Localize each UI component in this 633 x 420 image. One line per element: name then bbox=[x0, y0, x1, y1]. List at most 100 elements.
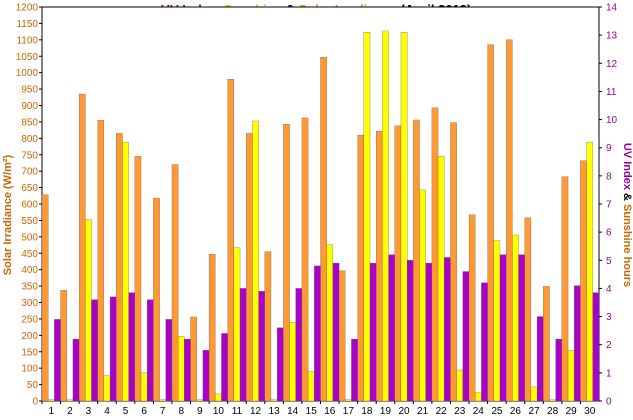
y-left-tick-label: 1050 bbox=[16, 52, 39, 63]
bar-sunshine bbox=[196, 399, 204, 402]
x-tick-label: 8 bbox=[178, 406, 184, 417]
y-axis-right-label: UV Index & Sunshine hours bbox=[621, 143, 633, 287]
bar-uv-index bbox=[425, 262, 433, 402]
bar-irradiance bbox=[506, 39, 513, 402]
bar-sunshine bbox=[159, 399, 166, 402]
y-left-tick-label: 700 bbox=[21, 167, 38, 178]
x-tick-label: 18 bbox=[361, 406, 373, 417]
bar-irradiance bbox=[413, 119, 420, 402]
x-tick-label: 27 bbox=[528, 406, 540, 417]
bar-sunshine bbox=[567, 350, 575, 402]
y-right-tick-label: 6 bbox=[606, 228, 612, 239]
y-right-tick-label: 13 bbox=[606, 31, 618, 42]
bar-sunshine bbox=[530, 386, 538, 402]
y-left-tick-label: 1000 bbox=[16, 68, 39, 79]
y-right-tick-label: 4 bbox=[606, 284, 612, 295]
x-tick-label: 20 bbox=[398, 406, 410, 417]
bar-irradiance bbox=[60, 290, 67, 402]
bar-uv-index bbox=[536, 316, 544, 402]
x-tick-label: 22 bbox=[436, 406, 448, 417]
bar-irradiance bbox=[153, 197, 160, 402]
y-left-tick-label: 950 bbox=[21, 85, 38, 96]
bar-sunshine bbox=[382, 30, 389, 402]
y-right-tick-label: 3 bbox=[606, 312, 612, 323]
y-right-tick-label: 14 bbox=[606, 3, 618, 14]
bar-uv-index bbox=[72, 338, 80, 402]
bar-uv-index bbox=[574, 285, 581, 402]
plot-area bbox=[41, 6, 600, 402]
bar-uv-index bbox=[165, 319, 173, 402]
y-left-tick-label: 100 bbox=[21, 364, 38, 375]
y-left-tick-label: 500 bbox=[21, 232, 38, 243]
x-tick-label: 6 bbox=[141, 406, 147, 417]
x-tick-label: 17 bbox=[343, 406, 355, 417]
text-part: UV Index bbox=[621, 143, 633, 191]
bar-sunshine bbox=[178, 336, 185, 402]
x-tick-label: 26 bbox=[510, 406, 522, 417]
bar-irradiance bbox=[543, 286, 550, 402]
bar-irradiance bbox=[190, 316, 197, 402]
y-left-tick-label: 0 bbox=[32, 397, 38, 408]
bar-sunshine bbox=[512, 234, 519, 402]
bar-sunshine bbox=[122, 141, 129, 402]
bar-uv-index bbox=[239, 288, 247, 402]
y-left-tick-label: 200 bbox=[21, 331, 38, 342]
x-tick-label: 1 bbox=[48, 406, 54, 417]
x-tick-label: 14 bbox=[287, 406, 299, 417]
bar-uv-index bbox=[277, 327, 284, 402]
y-right-tick-label: 7 bbox=[606, 200, 612, 211]
y-left-tick-label: 50 bbox=[27, 380, 39, 391]
bar-sunshine bbox=[326, 244, 334, 402]
bar-sunshine bbox=[437, 156, 445, 402]
x-tick-label: 16 bbox=[324, 406, 336, 417]
bar-irradiance bbox=[338, 270, 346, 402]
bar-sunshine bbox=[345, 399, 352, 402]
x-tick-label: 28 bbox=[547, 406, 559, 417]
x-tick-label: 12 bbox=[250, 406, 262, 417]
bar-irradiance bbox=[171, 164, 179, 402]
bar-sunshine bbox=[307, 371, 315, 402]
x-tick-label: 21 bbox=[417, 406, 429, 417]
bar-irradiance bbox=[431, 107, 439, 402]
bar-sunshine bbox=[456, 369, 464, 402]
bar-sunshine bbox=[140, 372, 148, 402]
x-tick-label: 29 bbox=[566, 406, 578, 417]
bar-irradiance bbox=[283, 124, 290, 402]
bar-sunshine bbox=[419, 189, 426, 402]
x-tick-label: 2 bbox=[67, 406, 73, 417]
x-tick-label: 7 bbox=[160, 406, 166, 417]
bar-sunshine bbox=[103, 375, 111, 402]
bar-uv-index bbox=[91, 299, 98, 402]
bar-uv-index bbox=[518, 254, 525, 402]
y-left-tick-label: 400 bbox=[21, 265, 38, 276]
bar-irradiance bbox=[301, 117, 309, 402]
y-left-tick-label: 900 bbox=[21, 101, 38, 112]
y-right-tick-label: 2 bbox=[606, 340, 612, 351]
bar-uv-index bbox=[481, 282, 488, 402]
bar-irradiance bbox=[487, 44, 494, 402]
bar-uv-index bbox=[109, 296, 117, 402]
bar-irradiance bbox=[227, 79, 235, 402]
bar-uv-index bbox=[295, 288, 303, 402]
bar-irradiance bbox=[357, 134, 364, 402]
y-left-tick-label: 650 bbox=[21, 183, 38, 194]
bar-sunshine bbox=[363, 32, 371, 402]
bar-sunshine bbox=[233, 247, 241, 402]
bar-sunshine bbox=[252, 120, 259, 402]
bar-irradiance bbox=[394, 125, 402, 402]
bar-sunshine bbox=[475, 392, 482, 402]
bar-uv-index bbox=[555, 338, 563, 402]
y-left-tick-label: 150 bbox=[21, 347, 38, 358]
bar-uv-index bbox=[499, 254, 507, 402]
x-tick-label: 23 bbox=[454, 406, 466, 417]
x-tick-label: 25 bbox=[491, 406, 503, 417]
bar-irradiance bbox=[561, 176, 569, 402]
bar-irradiance bbox=[41, 194, 49, 402]
bar-sunshine bbox=[586, 141, 593, 402]
y-right-tick-label: 5 bbox=[606, 256, 612, 267]
bar-irradiance bbox=[78, 93, 86, 402]
y-right-tick-label: 12 bbox=[606, 59, 618, 70]
x-tick-label: 13 bbox=[269, 406, 281, 417]
